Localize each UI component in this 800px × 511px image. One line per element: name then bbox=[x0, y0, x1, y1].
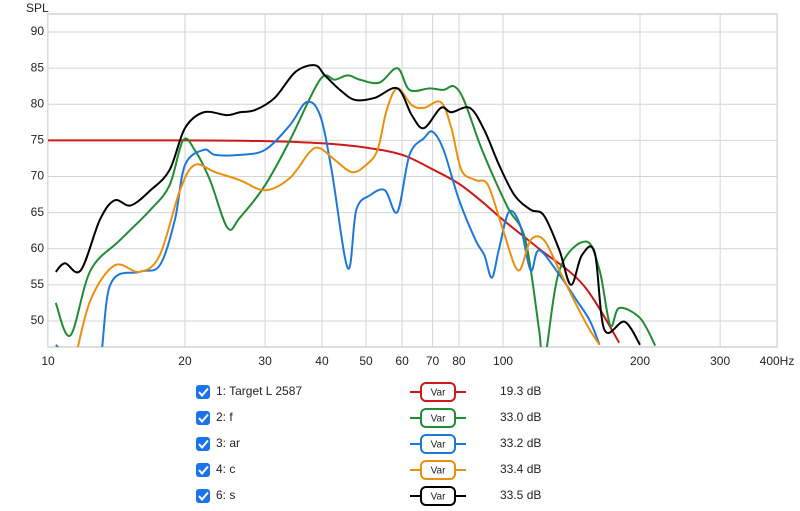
x-tick-label: 30 bbox=[258, 354, 272, 368]
legend-row: 4: c Var 33.4 dB bbox=[196, 460, 541, 480]
checkbox[interactable] bbox=[196, 489, 210, 503]
checkmark bbox=[198, 387, 209, 398]
x-tick-label: 40 bbox=[315, 354, 329, 368]
legend-row: 1: Target L 2587 Var 19.3 dB bbox=[196, 382, 541, 402]
legend-label: 2: f bbox=[216, 410, 233, 424]
var-button[interactable] bbox=[420, 460, 456, 480]
x-tick-label: 100 bbox=[493, 354, 513, 368]
legend-level: 33.0 dB bbox=[500, 410, 541, 424]
y-tick-label: 50 bbox=[31, 313, 45, 327]
y-tick-label: 90 bbox=[31, 24, 45, 38]
x-tick-label: 300 bbox=[710, 354, 730, 368]
y-tick-label: 65 bbox=[31, 205, 45, 219]
var-button[interactable] bbox=[420, 408, 456, 428]
legend-level: 33.2 dB bbox=[500, 436, 541, 450]
series-line bbox=[54, 64, 641, 346]
checkmark bbox=[198, 491, 209, 502]
legend-row: 2: f Var 33.0 dB bbox=[196, 408, 541, 428]
x-tick-label: 200 bbox=[630, 354, 650, 368]
checkbox[interactable] bbox=[196, 411, 210, 425]
var-button-label: Var bbox=[431, 492, 446, 503]
y-tick-label: 55 bbox=[31, 277, 45, 291]
y-tick-label: 60 bbox=[31, 241, 45, 255]
checkmark bbox=[198, 439, 209, 450]
legend-row: 6: s Var 33.5 dB bbox=[196, 486, 541, 506]
legend-level: 33.5 dB bbox=[500, 488, 541, 502]
var-button[interactable] bbox=[420, 486, 456, 506]
legend-level: 33.4 dB bbox=[500, 462, 541, 476]
legend-level: 19.3 dB bbox=[500, 384, 541, 398]
checkbox[interactable] bbox=[196, 437, 210, 451]
series-line bbox=[48, 139, 621, 344]
x-tick-label: 80 bbox=[452, 354, 466, 368]
checkbox[interactable] bbox=[196, 463, 210, 477]
series-line bbox=[76, 87, 601, 347]
legend-label: 1: Target L 2587 bbox=[216, 384, 302, 398]
y-tick-label: 85 bbox=[31, 60, 45, 74]
checkbox[interactable] bbox=[196, 385, 210, 399]
checkmark bbox=[198, 465, 209, 476]
series-line bbox=[55, 100, 601, 347]
legend-row: 3: ar Var 33.2 dB bbox=[196, 434, 541, 454]
var-button-label: Var bbox=[431, 388, 446, 399]
x-tick-label: 60 bbox=[395, 354, 409, 368]
x-tick-label: 20 bbox=[178, 354, 192, 368]
x-tick-label: 70 bbox=[426, 354, 440, 368]
x-tick-label: 50 bbox=[359, 354, 373, 368]
plot bbox=[48, 14, 777, 347]
y-tick-label: 70 bbox=[31, 169, 45, 183]
legend-label: 3: ar bbox=[216, 436, 240, 450]
legend-label: 6: s bbox=[216, 488, 235, 502]
var-button-label: Var bbox=[431, 440, 446, 451]
var-button-label: Var bbox=[431, 466, 446, 477]
checkmark bbox=[198, 413, 209, 424]
var-button[interactable] bbox=[420, 434, 456, 454]
x-tick-label: 10 bbox=[41, 354, 55, 368]
y-tick-label: 80 bbox=[31, 96, 45, 110]
x-tick-label: 400Hz bbox=[760, 354, 795, 368]
y-tick-label: 75 bbox=[31, 133, 45, 147]
var-button-label: Var bbox=[431, 414, 446, 425]
y-axis-label: SPL bbox=[26, 1, 49, 15]
plot-area bbox=[47, 13, 778, 348]
legend-label: 4: c bbox=[216, 462, 235, 476]
var-button[interactable] bbox=[420, 382, 456, 402]
